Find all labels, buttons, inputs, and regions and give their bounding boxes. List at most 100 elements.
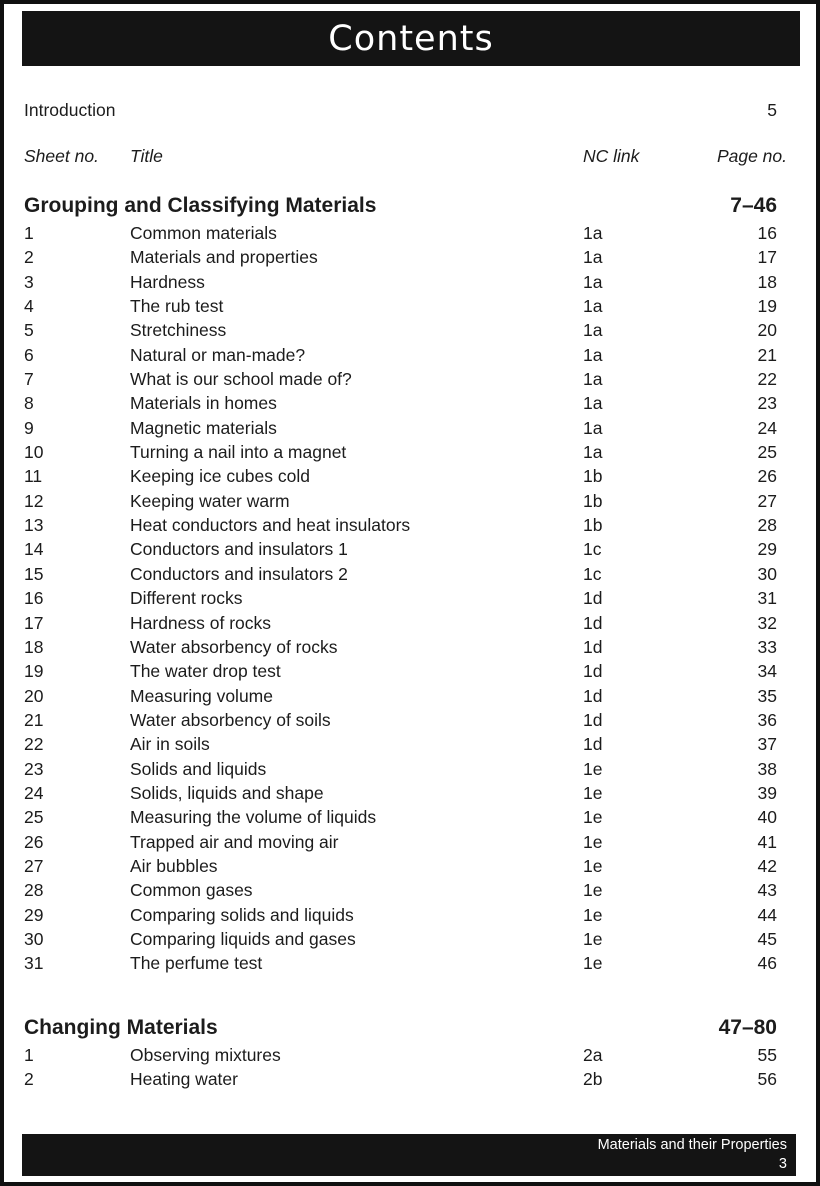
row-page-no: 55 <box>757 1044 777 1065</box>
row-page-no: 18 <box>757 271 777 292</box>
row-page-no: 25 <box>757 442 777 463</box>
row-page-no: 37 <box>757 734 777 755</box>
row-page-no: 19 <box>757 296 777 317</box>
row-sheet-no: 17 <box>24 612 44 633</box>
row-title: Keeping ice cubes cold <box>130 466 310 487</box>
section-title: Changing Materials <box>24 1015 218 1039</box>
row-sheet-no: 23 <box>24 758 44 779</box>
table-row: 8 Materials in homes 1a 23 <box>24 391 777 415</box>
footer-banner: Materials and their Properties 3 <box>22 1134 796 1176</box>
table-row: 28 Common gases 1e 43 <box>24 878 777 902</box>
row-title: Measuring volume <box>130 685 273 706</box>
row-nc-link: 1c <box>583 539 602 560</box>
row-nc-link: 1d <box>583 685 603 706</box>
row-page-no: 28 <box>757 515 777 536</box>
row-nc-link: 1a <box>583 369 603 390</box>
row-sheet-no: 31 <box>24 953 44 974</box>
row-nc-link: 1c <box>583 563 602 584</box>
row-title: Different rocks <box>130 588 243 609</box>
row-title: The rub test <box>130 296 224 317</box>
table-row: 15 Conductors and insulators 2 1c 30 <box>24 562 777 586</box>
row-title: Trapped air and moving air <box>130 831 339 852</box>
row-page-no: 38 <box>757 758 777 779</box>
row-nc-link: 1a <box>583 271 603 292</box>
table-row: 5 Stretchiness 1a 20 <box>24 318 777 342</box>
row-sheet-no: 14 <box>24 539 44 560</box>
row-sheet-no: 9 <box>24 417 34 438</box>
row-title: Air in soils <box>130 734 210 755</box>
row-nc-link: 1a <box>583 442 603 463</box>
row-sheet-no: 29 <box>24 904 44 925</box>
row-title: Common materials <box>130 223 277 243</box>
row-nc-link: 1e <box>583 855 603 876</box>
table-row: 16 Different rocks 1d 31 <box>24 586 777 610</box>
table-row: 11 Keeping ice cubes cold 1b 26 <box>24 464 777 488</box>
row-title: Air bubbles <box>130 855 218 876</box>
row-page-no: 34 <box>757 661 777 682</box>
row-nc-link: 1d <box>583 661 603 682</box>
row-title: Comparing solids and liquids <box>130 904 354 925</box>
table-row: 30 Comparing liquids and gases 1e 45 <box>24 927 777 951</box>
row-sheet-no: 24 <box>24 782 44 803</box>
row-title: Materials and properties <box>130 247 318 268</box>
row-nc-link: 1e <box>583 953 603 974</box>
row-page-no: 21 <box>757 344 777 365</box>
section-page-range: 7–46 <box>730 194 777 217</box>
row-title: Turning a nail into a magnet <box>130 442 347 463</box>
row-nc-link: 1a <box>583 223 603 243</box>
row-sheet-no: 3 <box>24 271 34 292</box>
row-sheet-no: 8 <box>24 393 34 414</box>
row-title: Water absorbency of soils <box>130 709 331 730</box>
row-nc-link: 1d <box>583 636 603 657</box>
row-sheet-no: 7 <box>24 369 34 390</box>
table-row: 1 Common materials 1a 16 <box>24 221 777 245</box>
footer-page-number: 3 <box>778 1156 787 1172</box>
row-page-no: 27 <box>757 490 777 511</box>
row-sheet-no: 12 <box>24 490 44 511</box>
row-sheet-no: 22 <box>24 734 44 755</box>
row-page-no: 35 <box>757 685 777 706</box>
table-row: 17 Hardness of rocks 1d 32 <box>24 611 777 635</box>
row-title: Natural or man-made? <box>130 344 306 365</box>
row-page-no: 40 <box>757 807 777 828</box>
row-title: Comparing liquids and gases <box>130 928 356 949</box>
row-page-no: 56 <box>757 1069 777 1089</box>
row-nc-link: 1e <box>583 831 603 852</box>
table-row: 10 Turning a nail into a magnet 1a 25 <box>24 440 777 464</box>
section-rows: 1 Common materials 1a 16 2 Materials and… <box>24 221 777 976</box>
table-row: 26 Trapped air and moving air 1e 41 <box>24 830 777 854</box>
row-title: Hardness of rocks <box>130 612 272 633</box>
table-row: 20 Measuring volume 1d 35 <box>24 684 777 708</box>
column-headers: Sheet no. Title NC link Page no. <box>24 145 787 167</box>
row-sheet-no: 28 <box>24 880 44 901</box>
table-row: 6 Natural or man-made? 1a 21 <box>24 343 777 367</box>
row-page-no: 39 <box>757 782 777 803</box>
section-title: Grouping and Classifying Materials <box>24 194 377 217</box>
table-row: 27 Air bubbles 1e 42 <box>24 854 777 878</box>
row-title: Conductors and insulators 1 <box>130 539 348 560</box>
row-sheet-no: 15 <box>24 563 44 584</box>
table-row: 24 Solids, liquids and shape 1e 39 <box>24 781 777 805</box>
row-sheet-no: 10 <box>24 442 44 463</box>
row-page-no: 16 <box>757 223 777 243</box>
row-page-no: 29 <box>757 539 777 560</box>
footer-series-title: Materials and their Properties <box>597 1137 787 1153</box>
section-header: Grouping and Classifying Materials 7–46 <box>24 194 777 218</box>
row-title: The water drop test <box>130 661 281 682</box>
title-banner: Contents <box>22 11 800 66</box>
row-page-no: 33 <box>757 636 777 657</box>
table-row: 4 The rub test 1a 19 <box>24 294 777 318</box>
row-sheet-no: 1 <box>24 223 34 243</box>
toc-section: Changing Materials 47–80 1 Observing mix… <box>24 1016 777 1092</box>
row-page-no: 32 <box>757 612 777 633</box>
row-title: Solids, liquids and shape <box>130 782 324 803</box>
row-sheet-no: 18 <box>24 636 44 657</box>
row-nc-link: 1a <box>583 320 603 341</box>
row-sheet-no: 19 <box>24 661 44 682</box>
row-sheet-no: 11 <box>24 466 43 487</box>
column-header-title: Title <box>130 146 163 166</box>
row-title: Hardness <box>130 271 205 292</box>
table-row: 2 Materials and properties 1a 17 <box>24 245 777 269</box>
row-nc-link: 1e <box>583 758 603 779</box>
